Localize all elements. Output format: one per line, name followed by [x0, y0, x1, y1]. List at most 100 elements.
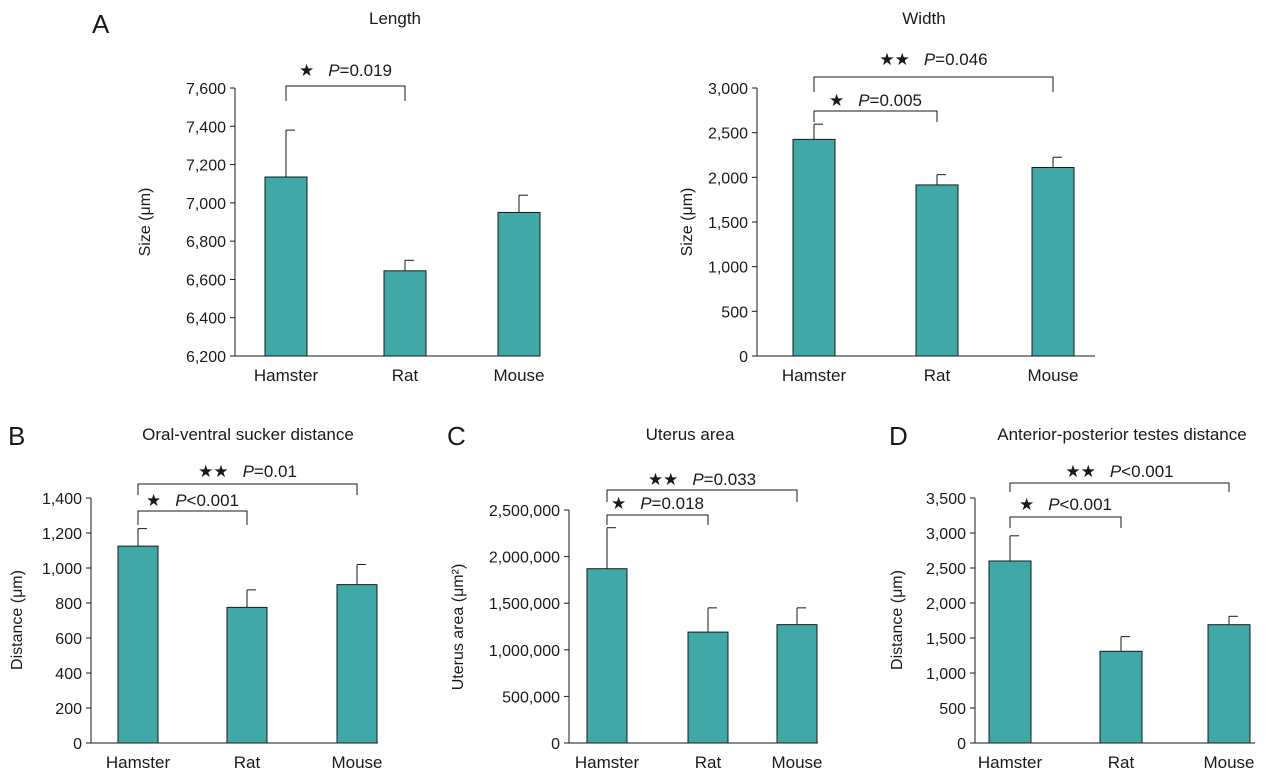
p-symbol: P: [640, 494, 652, 513]
y-axis-label: Size (μm): [137, 188, 154, 257]
significance-label: ★ P=0.018: [611, 494, 704, 513]
p-symbol: P: [1048, 495, 1060, 514]
y-tick-label: 1,000: [926, 666, 966, 683]
bar: [988, 560, 1032, 744]
bar: [1099, 650, 1143, 744]
p-value: <0.001: [1060, 495, 1112, 514]
y-tick-label: 1,500: [708, 215, 748, 232]
x-category-label: Mouse: [331, 753, 382, 772]
panel-letter: B: [8, 421, 25, 451]
y-tick-label: 7,200: [186, 158, 226, 175]
significance-bracket: [285, 85, 406, 101]
significance-label: ★★ P=0.046: [879, 50, 987, 69]
bar: [915, 184, 959, 357]
star-icon: ★: [829, 91, 844, 110]
bar: [792, 138, 836, 357]
x-category-label: Hamster: [254, 366, 319, 385]
y-tick-label: 0: [551, 736, 560, 753]
p-symbol: P: [858, 91, 870, 110]
p-value: <0.001: [1121, 462, 1173, 481]
y-tick-label: 3,500: [926, 491, 966, 508]
x-category-label: Rat: [924, 366, 951, 385]
p-value: =0.01: [254, 462, 297, 481]
y-tick-label: 500,000: [502, 689, 560, 706]
p-symbol: P: [1110, 462, 1122, 481]
y-tick-label: 400: [55, 666, 82, 683]
significance-bracket: [606, 489, 798, 502]
y-tick-label: 200: [55, 701, 82, 718]
chart-title: Anterior-posterior testes distance: [997, 425, 1246, 444]
y-tick-label: 2,000,000: [489, 550, 560, 567]
bar: [687, 631, 729, 744]
y-tick-label: 1,400: [42, 491, 82, 508]
significance-bracket: [813, 110, 938, 122]
p-symbol: P: [924, 50, 936, 69]
p-value: =0.019: [340, 61, 392, 80]
bar: [586, 568, 628, 744]
y-tick-label: 3,000: [708, 81, 748, 98]
star-icon: ★★: [648, 470, 678, 489]
y-tick-label: 6,400: [186, 311, 226, 328]
y-tick-label: 6,600: [186, 272, 226, 289]
x-category-label: Mouse: [771, 753, 822, 772]
p-symbol: P: [243, 462, 255, 481]
y-tick-label: 2,500: [926, 561, 966, 578]
star-icon: ★: [299, 61, 314, 80]
y-axis-label: Uterus area (μm²): [450, 564, 467, 691]
x-category-label: Hamster: [978, 753, 1043, 772]
p-value: <0.001: [187, 491, 239, 510]
bar: [117, 545, 159, 744]
x-category-label: Hamster: [575, 753, 640, 772]
x-category-label: Mouse: [1027, 366, 1078, 385]
y-tick-label: 7,400: [186, 119, 226, 136]
y-tick-label: 0: [957, 736, 966, 753]
star-icon: ★: [611, 494, 626, 513]
x-category-label: Rat: [234, 753, 261, 772]
y-tick-label: 2,000: [926, 596, 966, 613]
bar: [497, 211, 541, 357]
significance-label: ★ P<0.001: [146, 491, 239, 510]
y-tick-label: 2,500,000: [489, 503, 560, 520]
y-axis-label: Size (μm): [679, 188, 696, 257]
x-category-label: Hamster: [106, 753, 171, 772]
significance-bracket: [606, 514, 709, 525]
significance-label: ★★ P<0.001: [1065, 462, 1173, 481]
significance-label: ★ P=0.019: [299, 61, 392, 80]
significance-bracket: [137, 483, 358, 495]
y-tick-label: 1,500: [926, 631, 966, 648]
x-category-label: Rat: [392, 366, 419, 385]
p-symbol: P: [175, 491, 187, 510]
chart-title: Uterus area: [646, 425, 735, 444]
y-tick-label: 7,600: [186, 81, 226, 98]
star-icon: ★★: [1065, 462, 1095, 481]
y-tick-label: 1,500,000: [489, 596, 560, 613]
chart-panel-2: Width Size (μm) 0 500 1,000 1,500 2,000 2,500 3,…: [679, 9, 1095, 385]
x-category-label: Hamster: [782, 366, 847, 385]
y-tick-label: 800: [55, 596, 82, 613]
x-category-label: Rat: [1108, 753, 1135, 772]
significance-label: ★★ P=0.033: [648, 470, 756, 489]
chart-title: Oral-ventral sucker distance: [142, 425, 354, 444]
star-icon: ★: [146, 491, 161, 510]
star-icon: ★: [1019, 495, 1034, 514]
y-tick-label: 500: [939, 701, 966, 718]
chart-panel-4: C Uterus area Uterus area (μm²) 0 500,000 1,0…: [447, 421, 823, 772]
x-category-label: Mouse: [1203, 753, 1254, 772]
bar: [1207, 624, 1251, 744]
x-category-label: Rat: [695, 753, 722, 772]
y-tick-label: 0: [73, 736, 82, 753]
y-tick-label: 1,000,000: [489, 643, 560, 660]
chart-panel-1: A Length Size (μm) 6,200 6,400 6,600 6,800 7,00…: [92, 9, 545, 385]
chart-title: Length: [369, 9, 421, 28]
significance-label: ★★ P=0.01: [198, 462, 297, 481]
panel-letter: D: [889, 421, 908, 451]
star-icon: ★★: [198, 462, 228, 481]
y-tick-label: 7,000: [186, 196, 226, 213]
significance-bracket: [1009, 516, 1122, 528]
p-value: =0.005: [870, 91, 922, 110]
y-tick-label: 2,500: [708, 126, 748, 143]
chart-panel-5: D Anterior-posterior testes distance Dista…: [889, 421, 1255, 772]
significance-bracket: [1009, 482, 1230, 492]
y-tick-label: 3,000: [926, 526, 966, 543]
